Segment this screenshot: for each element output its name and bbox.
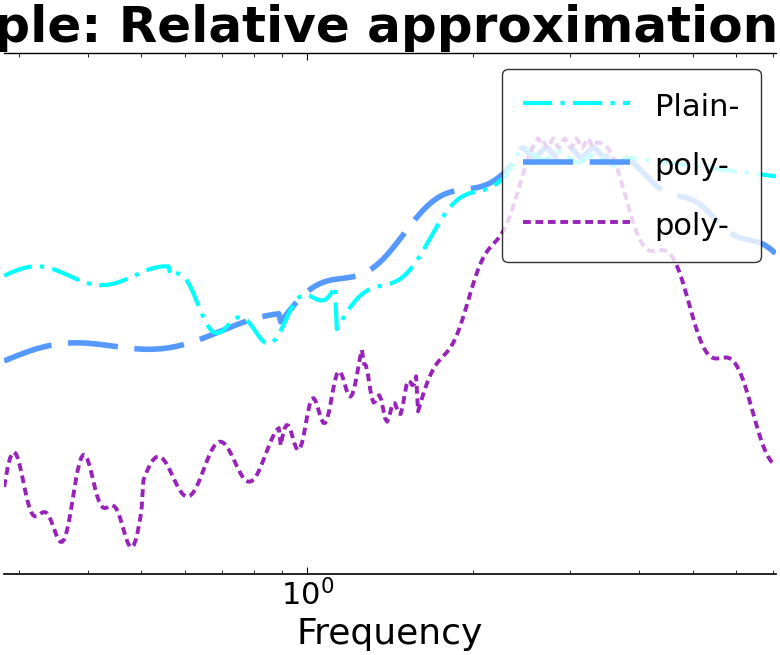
- poly-: [251, 314, 261, 322]
- Plain-: [487, 183, 496, 191]
- poly-: [487, 242, 496, 250]
- poly-: [92, 340, 101, 348]
- poly-: [771, 250, 780, 257]
- Line: poly-: poly-: [4, 138, 776, 548]
- X-axis label: Frequency: Frequency: [297, 617, 483, 651]
- poly-: [0, 357, 9, 365]
- poly-: [564, 142, 573, 150]
- Plain-: [564, 153, 573, 161]
- Line: Plain-: Plain-: [4, 149, 776, 344]
- Plain-: [0, 272, 9, 280]
- poly-: [558, 150, 568, 158]
- poly-: [305, 286, 314, 293]
- poly-: [0, 483, 9, 491]
- poly-: [771, 461, 780, 469]
- Plain-: [519, 145, 529, 153]
- poly-: [127, 544, 136, 552]
- poly-: [534, 134, 543, 142]
- poly-: [518, 144, 527, 152]
- Title: Example: Relative approximation error: Example: Relative approximation error: [0, 4, 780, 52]
- Plain-: [251, 328, 261, 335]
- Plain-: [264, 340, 274, 348]
- Plain-: [771, 172, 780, 180]
- poly-: [307, 395, 317, 403]
- Plain-: [560, 150, 569, 158]
- Line: poly-: poly-: [4, 148, 776, 361]
- Legend: Plain-, poly-, poly-: Plain-, poly-, poly-: [502, 69, 760, 262]
- poly-: [560, 134, 569, 142]
- poly-: [562, 145, 572, 153]
- poly-: [253, 470, 262, 477]
- poly-: [485, 179, 495, 187]
- poly-: [92, 491, 101, 499]
- Plain-: [92, 281, 101, 289]
- Plain-: [307, 293, 317, 301]
